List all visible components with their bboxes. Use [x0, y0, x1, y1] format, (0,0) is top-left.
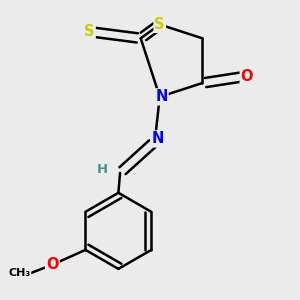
- Text: N: N: [155, 89, 168, 104]
- Text: S: S: [84, 24, 95, 39]
- Text: CH₃: CH₃: [8, 268, 30, 278]
- Text: O: O: [46, 257, 59, 272]
- Text: S: S: [154, 17, 165, 32]
- Text: N: N: [151, 131, 164, 146]
- Text: H: H: [96, 163, 107, 176]
- Text: O: O: [241, 69, 253, 84]
